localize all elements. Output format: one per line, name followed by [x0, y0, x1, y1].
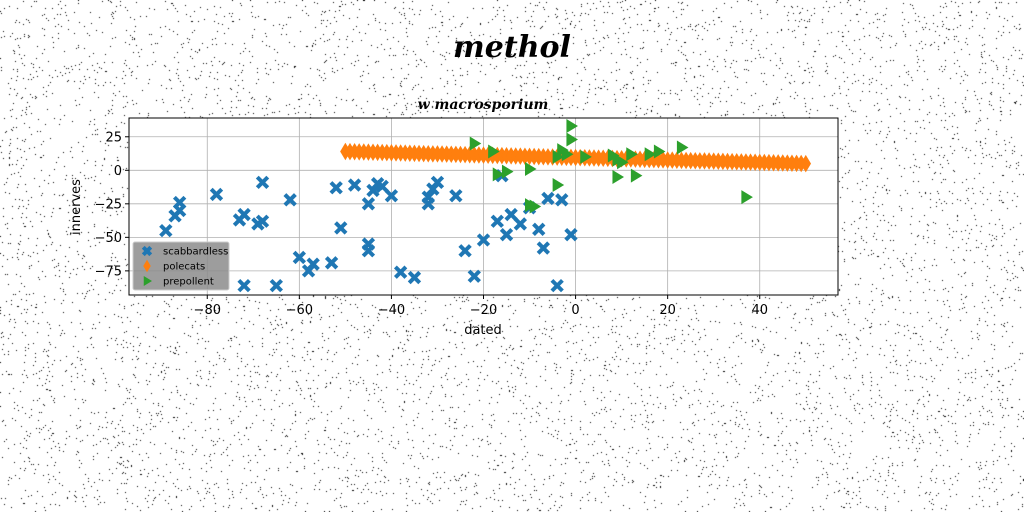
x-tick-label: −20 — [470, 303, 497, 318]
triangle-marker-point — [566, 132, 578, 147]
x-marker-point — [421, 197, 435, 211]
legend-entry-label: polecats — [163, 262, 205, 273]
triangle-marker-point — [501, 164, 514, 179]
x-marker-point — [467, 269, 481, 283]
x-marker-point — [499, 227, 514, 242]
x-marker-point — [292, 250, 307, 265]
x-marker-point — [209, 187, 224, 202]
chart-title: w macrosporium — [418, 97, 549, 113]
triangle-marker-point — [653, 144, 666, 159]
x-marker-point — [550, 278, 564, 293]
x-marker-point — [504, 207, 518, 222]
x-marker-point — [407, 270, 422, 285]
x-tick-label: −60 — [286, 303, 313, 318]
legend-entry-label: prepollent — [163, 277, 214, 288]
triangle-marker-point — [626, 147, 638, 162]
triangle-marker-point — [741, 190, 753, 205]
triangle-marker-point — [644, 147, 657, 162]
x-marker-point — [361, 197, 376, 211]
legend: scabbardless polecats prepollent — [132, 241, 230, 291]
x-marker-point — [532, 222, 546, 236]
x-marker-point — [334, 221, 348, 235]
triangle-marker-point — [552, 149, 565, 164]
x-tick-label: 40 — [751, 303, 768, 318]
x-marker-point — [255, 214, 270, 228]
x-marker-point — [555, 193, 569, 207]
legend-entry-label: scabbardless — [163, 247, 228, 258]
x-marker-point — [347, 178, 362, 192]
series-prepollent — [469, 119, 753, 214]
y-tick-label: 0 — [114, 164, 122, 179]
x-tick-label: 20 — [659, 303, 676, 318]
x-marker-point — [476, 233, 491, 247]
plot-marks — [159, 119, 812, 293]
chart-suptitle: methol — [453, 30, 571, 65]
x-marker-point — [237, 278, 251, 293]
y-tick-label: −25 — [95, 197, 122, 212]
series-scabbardless — [159, 168, 578, 293]
y-tick-label: −75 — [95, 264, 122, 279]
triangle-marker-point — [469, 136, 482, 151]
triangle-marker-point — [561, 147, 574, 162]
triangle-marker-point — [676, 140, 689, 155]
grid-lines — [129, 118, 838, 295]
triangle-marker-point — [492, 167, 505, 182]
triangle-marker-point — [524, 161, 537, 176]
x-marker-point — [255, 175, 270, 190]
x-marker-point — [536, 241, 551, 255]
x-marker-point — [375, 179, 389, 194]
triangle-marker-point — [566, 119, 578, 134]
y-axis-label: innerves — [69, 179, 84, 235]
x-tick-label: −80 — [194, 303, 221, 318]
x-marker-point — [513, 217, 527, 231]
y-tick-label: −50 — [95, 231, 122, 246]
x-marker-point — [324, 256, 339, 270]
x-marker-point — [237, 207, 251, 222]
x-marker-point — [159, 223, 173, 238]
diamond-marker-point — [800, 154, 812, 173]
y-tick-label: 25 — [105, 130, 122, 145]
x-marker-point — [172, 195, 187, 210]
x-marker-point — [490, 214, 504, 228]
x-marker-point — [564, 227, 578, 242]
x-marker-point — [269, 278, 283, 293]
x-marker-point — [361, 244, 376, 258]
triangle-marker-point — [612, 170, 625, 184]
x-axis-label: dated — [464, 323, 502, 338]
triangle-marker-point — [617, 155, 629, 170]
axis-ticks: −80 −60 −40 −20 0 20 40 25 0 −25 −50 −75 — [95, 130, 768, 318]
x-marker-point — [393, 265, 408, 279]
triangle-marker-point — [529, 199, 542, 214]
x-marker-point — [449, 189, 463, 203]
legend-box — [132, 241, 230, 291]
triangle-marker-point — [630, 168, 643, 183]
x-marker-point — [306, 257, 320, 271]
x-marker-point — [283, 193, 297, 207]
x-tick-label: −40 — [378, 303, 405, 318]
x-marker-point — [541, 191, 555, 206]
triangle-marker-point — [552, 178, 565, 193]
triangle-marker-point — [580, 149, 592, 164]
x-marker-point — [329, 181, 343, 195]
triangle-marker-point — [143, 276, 152, 286]
x-tick-label: 0 — [571, 303, 579, 318]
x-marker-point — [384, 189, 399, 203]
x-marker-point — [141, 245, 153, 257]
triangle-marker-point — [488, 144, 500, 159]
x-marker-point — [458, 244, 472, 258]
x-marker-point — [430, 175, 445, 190]
diamond-marker-point — [143, 259, 151, 273]
